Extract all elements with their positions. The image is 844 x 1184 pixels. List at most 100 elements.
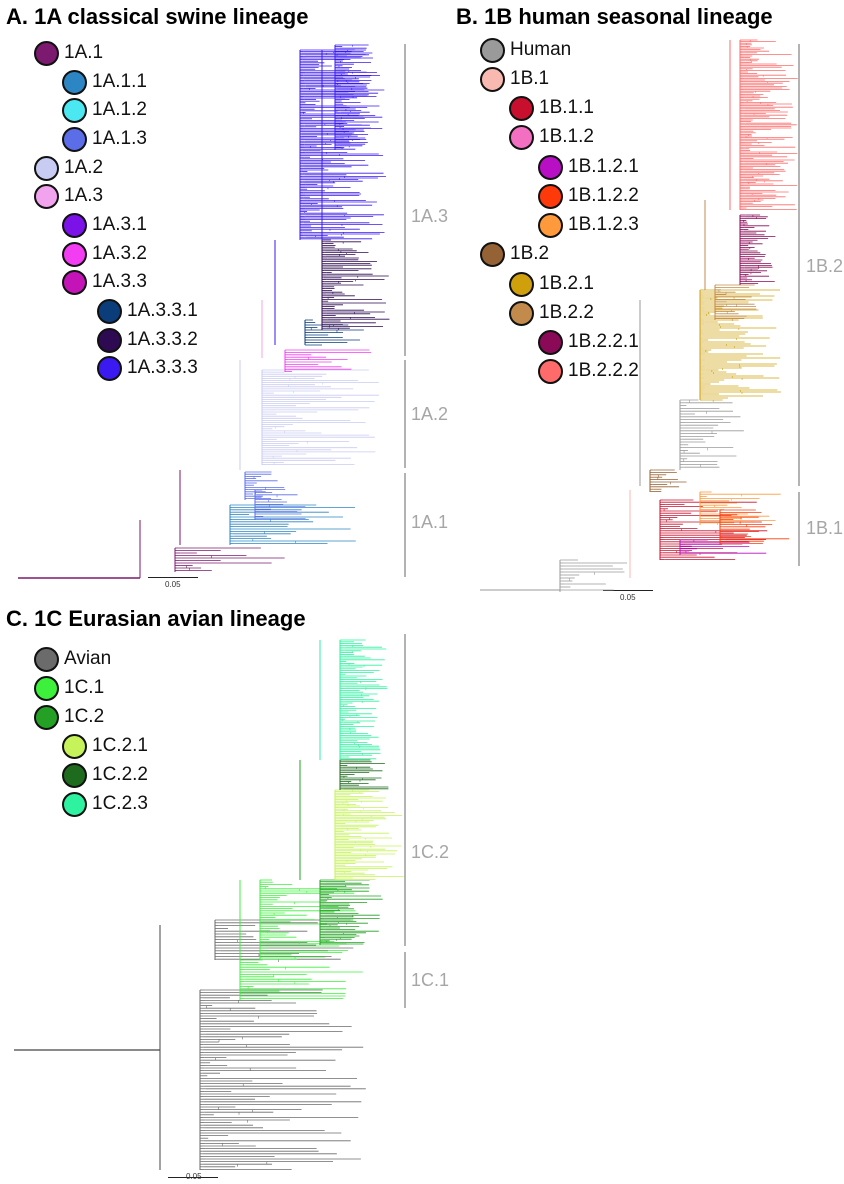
legend-item: 1A.1.2 xyxy=(62,96,147,124)
legend-swatch xyxy=(62,126,87,152)
legend-item: 1B.2.2.1 xyxy=(538,328,639,356)
legend-item: 1C.2 xyxy=(34,703,104,731)
legend-swatch xyxy=(480,241,505,267)
legend-swatch xyxy=(538,329,563,355)
legend-label: 1A.3.3.2 xyxy=(127,329,198,350)
legend-label: 1A.1.1 xyxy=(92,71,147,92)
legend-label: 1C.2 xyxy=(64,706,105,727)
legend-label: 1C.1 xyxy=(64,677,105,698)
legend-swatch xyxy=(62,212,87,238)
legend-swatch xyxy=(480,66,505,92)
legend-item: 1B.1 xyxy=(480,65,549,93)
legend-label: 1B.1.1 xyxy=(539,97,594,118)
legend-item: 1B.1.2.2 xyxy=(538,182,639,210)
legend-swatch xyxy=(509,124,534,150)
clade-label-1c1: 1C.1 xyxy=(411,970,450,990)
scale-bar-b xyxy=(603,590,653,591)
legend-swatch xyxy=(509,95,534,121)
clade-bar-1a1 xyxy=(404,473,406,577)
legend-label: Avian xyxy=(64,648,112,669)
clade-bar-1c2 xyxy=(404,634,406,946)
scale-bar-c xyxy=(168,1177,218,1178)
legend-swatch xyxy=(34,675,59,701)
legend-item: 1A.3.3.3 xyxy=(97,354,198,382)
legend-item: 1B.2.2 xyxy=(509,299,594,327)
legend-label: 1B.1.2 xyxy=(539,126,594,147)
legend-label: 1A.1.2 xyxy=(92,99,147,120)
clade-bar-1b2 xyxy=(798,44,800,486)
legend-item: Human xyxy=(480,36,571,64)
legend-swatch xyxy=(34,646,59,672)
legend-label: 1B.2 xyxy=(510,243,550,264)
clade-label-1a1: 1A.1 xyxy=(411,512,449,532)
legend-item: 1C.2.2 xyxy=(62,761,148,789)
clade-label-1a2: 1A.2 xyxy=(411,404,449,424)
legend-swatch xyxy=(509,271,534,297)
clade-label-1c2: 1C.2 xyxy=(411,842,450,862)
legend-label: Human xyxy=(510,39,572,60)
legend-label: 1A.3.2 xyxy=(92,243,147,264)
legend-swatch xyxy=(62,733,87,759)
legend-swatch xyxy=(97,298,122,324)
scale-label-a: 0.05 xyxy=(165,580,181,589)
legend-swatch xyxy=(34,183,59,209)
clade-label-1a3: 1A.3 xyxy=(411,206,449,226)
legend-label: 1A.3.1 xyxy=(92,214,147,235)
legend-item: 1B.2.2.2 xyxy=(538,357,639,385)
legend-swatch xyxy=(97,355,122,381)
legend-swatch xyxy=(62,269,87,295)
legend-item: 1A.3.3.1 xyxy=(97,297,198,325)
legend-swatch xyxy=(62,241,87,267)
scale-label-b: 0.05 xyxy=(620,593,636,602)
scale-label-c: 0.05 xyxy=(186,1172,202,1181)
legend-item: 1B.1.2.1 xyxy=(538,153,639,181)
legend-swatch xyxy=(538,154,563,180)
legend-swatch xyxy=(34,704,59,730)
legend-swatch xyxy=(62,762,87,788)
legend-item: 1B.2 xyxy=(480,240,549,268)
legend-swatch xyxy=(34,40,59,66)
legend-item: 1B.1.2.3 xyxy=(538,211,639,239)
legend-swatch xyxy=(34,155,59,181)
legend-label: 1A.3 xyxy=(64,185,104,206)
legend-label: 1A.3.3.3 xyxy=(127,357,198,378)
legend-item: 1C.1 xyxy=(34,674,104,702)
legend-label: 1A.3.3 xyxy=(92,271,147,292)
legend-item: 1A.2 xyxy=(34,154,103,182)
legend-item: 1B.1.1 xyxy=(509,94,594,122)
legend-item: 1A.3.3 xyxy=(62,268,147,296)
legend-swatch xyxy=(62,69,87,95)
legend-label: 1C.2.2 xyxy=(92,764,148,785)
legend-swatch xyxy=(62,791,87,817)
legend-item: 1A.1.1 xyxy=(62,68,147,96)
legend-item: 1A.3.1 xyxy=(62,211,147,239)
legend-label: 1A.3.3.1 xyxy=(127,300,198,321)
legend-item: 1C.2.1 xyxy=(62,732,148,760)
legend-item: 1A.3 xyxy=(34,182,103,210)
legend-label: 1A.1 xyxy=(64,42,104,63)
legend-label: 1B.2.2 xyxy=(539,302,594,323)
legend-label: 1B.2.1 xyxy=(539,273,594,294)
legend-label: 1B.2.2.1 xyxy=(568,331,639,352)
legend-item: 1B.2.1 xyxy=(509,270,594,298)
legend-swatch xyxy=(538,212,563,238)
legend-label: 1B.1.2.2 xyxy=(568,185,639,206)
clade-label-1b2: 1B.2 xyxy=(806,256,844,276)
panel-b-title: B. 1B human seasonal lineage xyxy=(456,4,773,29)
legend-item: 1A.1 xyxy=(34,39,103,67)
legend-label: 1B.1.2.1 xyxy=(568,156,639,177)
clade-bar-1a3 xyxy=(404,44,406,356)
legend-label: 1B.2.2.2 xyxy=(568,360,639,381)
clade-bar-1b1 xyxy=(798,492,800,566)
legend-item: 1A.1.3 xyxy=(62,125,147,153)
clade-bar-1c1 xyxy=(404,952,406,1008)
legend-item: Avian xyxy=(34,645,111,673)
legend-label: 1A.2 xyxy=(64,157,104,178)
legend-swatch xyxy=(538,358,563,384)
legend-item: 1A.3.2 xyxy=(62,240,147,268)
legend-swatch xyxy=(97,327,122,353)
legend-label: 1B.1.2.3 xyxy=(568,214,639,235)
panel-c-title: C. 1C Eurasian avian lineage xyxy=(6,606,306,631)
legend-swatch xyxy=(538,183,563,209)
